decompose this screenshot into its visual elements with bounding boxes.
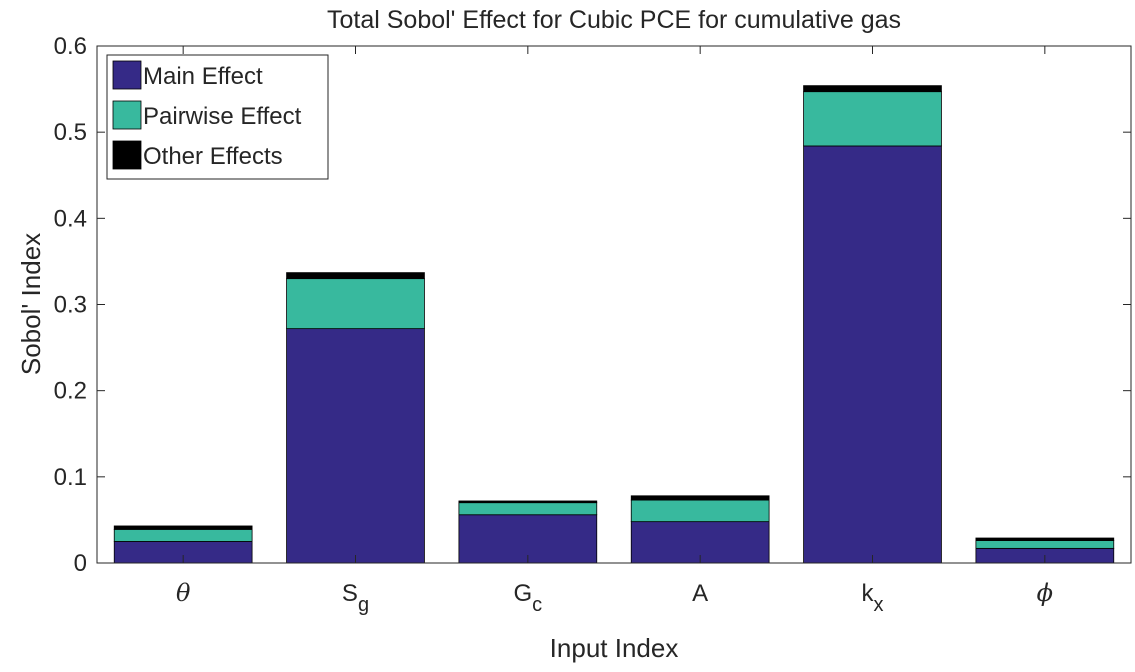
y-tick-label: 0.1 [54, 464, 87, 491]
x-tick-label: Gc [513, 580, 542, 616]
x-tick-text: ϕ [1037, 579, 1053, 607]
x-tick-subscript: c [532, 594, 542, 616]
x-tick-label: Sg [342, 580, 369, 616]
bar-segment [286, 328, 425, 564]
bar-segment [113, 528, 253, 542]
y-tick-label: 0.2 [54, 378, 87, 405]
y-tick-label: 0.3 [54, 292, 87, 319]
x-axis-label: Input Index [550, 633, 679, 663]
bar-segment [803, 85, 942, 93]
legend-label: Other Effects [143, 143, 283, 170]
x-tick-text: θ [176, 579, 191, 607]
bar-segment [286, 272, 425, 280]
y-tick-label: 0.4 [54, 205, 87, 232]
chart-title: Total Sobol' Effect for Cubic PCE for cu… [327, 6, 901, 34]
legend-swatch [112, 100, 142, 130]
x-tick-subscript: x [874, 594, 884, 616]
x-tick-text: S [342, 580, 358, 607]
legend-swatch [112, 60, 142, 90]
y-axis-label: Sobol' Index [16, 233, 46, 375]
y-tick-label: 0.5 [54, 119, 87, 146]
bar-segment [113, 525, 253, 530]
bar-segment [975, 537, 1115, 541]
legend-box [106, 54, 329, 180]
bar-segment [803, 91, 942, 147]
y-tick-label: 0.6 [54, 33, 87, 60]
x-tick-label: kx [862, 580, 884, 616]
legend-label: Main Effect [143, 63, 263, 90]
bar-segment [975, 540, 1115, 549]
y-tick-label: 0 [74, 550, 87, 577]
bar-segment [286, 278, 425, 330]
legend-label: Pairwise Effect [143, 103, 302, 130]
x-tick-label: A [692, 580, 708, 607]
bar-segment [630, 499, 770, 523]
x-tick-text: k [862, 580, 875, 607]
bar-segment [458, 500, 598, 504]
bar-segment [630, 495, 770, 501]
x-tick-label: θ [176, 579, 191, 607]
legend-swatch [112, 140, 142, 170]
axes-box [96, 45, 1132, 564]
x-tick-subscript: g [358, 594, 369, 616]
x-tick-label: ϕ [1037, 579, 1053, 607]
bar-segment [803, 145, 942, 564]
bar-segment [458, 502, 598, 516]
x-tick-text: G [513, 580, 532, 607]
x-tick-text: A [692, 580, 708, 607]
